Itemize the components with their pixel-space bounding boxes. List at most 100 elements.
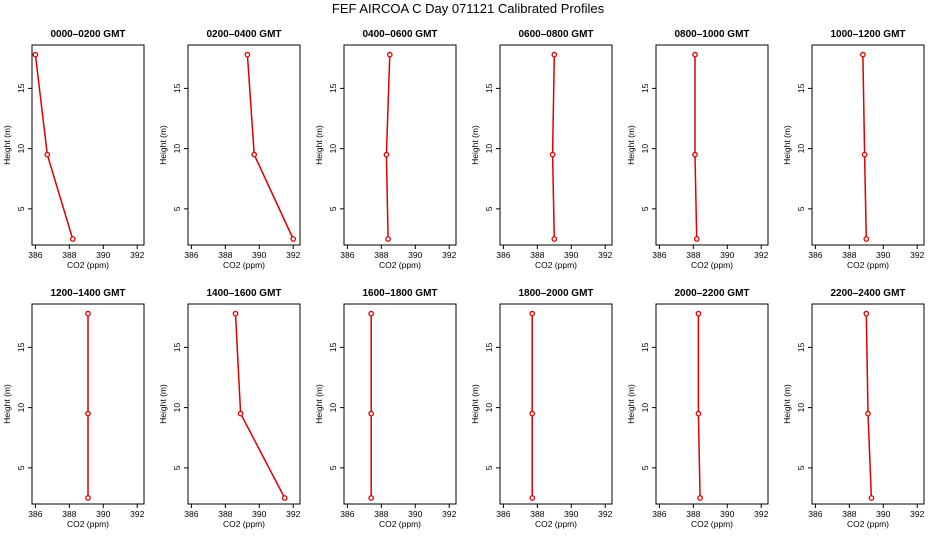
data-point: [695, 410, 702, 417]
x-tick-label: 386: [28, 250, 42, 260]
x-axis-label: CO2 (ppm): [67, 519, 109, 529]
data-point: [863, 310, 870, 317]
x-tick-label: 388: [842, 509, 856, 519]
profile-line: [694, 54, 698, 240]
y-tick-label: 15: [172, 83, 182, 93]
x-tick-label: 388: [374, 250, 388, 260]
plot-frame: [499, 303, 613, 505]
x-tick-label: 392: [442, 250, 456, 260]
x-axis-label: CO2 (ppm): [223, 519, 265, 529]
y-tick-label: 5: [172, 465, 182, 470]
data-point: [290, 236, 297, 242]
data-point: [551, 236, 558, 242]
y-axis-label: Height (m): [314, 125, 324, 165]
panel-title: 2000–2200 GMT: [674, 288, 749, 299]
y-tick-label: 10: [172, 144, 182, 154]
data-point: [368, 310, 375, 317]
y-tick-label: 10: [640, 403, 650, 413]
y-axis-label: Height (m): [626, 384, 636, 424]
x-axis-label: CO2 (ppm): [67, 260, 109, 270]
y-tick-label: 10: [796, 403, 806, 413]
y-tick-label: 5: [172, 206, 182, 211]
chart-panel: 1000–1200 GMT 386 388 390 392 CO2 (ppm) 5 10 15 H…: [782, 29, 925, 270]
x-tick-label: 388: [62, 250, 76, 260]
x-tick-label: 392: [598, 250, 612, 260]
x-tick-label: 386: [808, 250, 822, 260]
plot-frame: [655, 44, 769, 246]
panel-title: 2200–2400 GMT: [830, 288, 905, 299]
data-point: [383, 151, 390, 158]
chart-panel: 1200–1400 GMT 386 388 390 392 CO2 (ppm) 5 10 15 H…: [2, 288, 145, 529]
x-tick-label: 392: [130, 250, 144, 260]
chart-panel: 2000–2200 GMT 386 388 390 392 CO2 (ppm) 5 10 15 H…: [626, 288, 769, 529]
x-tick-label: 386: [496, 250, 510, 260]
profile-line: [551, 54, 556, 240]
x-tick-label: 390: [564, 509, 578, 519]
panel-title: 1800–2000 GMT: [518, 288, 593, 299]
y-tick-label: 10: [172, 403, 182, 413]
profile-line: [34, 54, 74, 240]
y-axis-label: Height (m): [470, 384, 480, 424]
y-tick-label: 10: [640, 144, 650, 154]
chart-panel: 0000–0200 GMT 386 388 390 392 CO2 (ppm) 5 10 15 H…: [2, 29, 145, 270]
x-axis-label: CO2 (ppm): [691, 519, 733, 529]
x-tick-label: 386: [496, 509, 510, 519]
chart-panel: 0200–0400 GMT 386 388 390 392 CO2 (ppm) 5 10 15 H…: [158, 29, 301, 270]
x-tick-label: 388: [686, 250, 700, 260]
data-point: [695, 310, 702, 317]
x-tick-label: 390: [564, 250, 578, 260]
chart-panel: 1800–2000 GMT 386 388 390 392 CO2 (ppm) 5 10 15 H…: [470, 288, 613, 529]
y-axis-label: Height (m): [626, 125, 636, 165]
data-point: [85, 410, 91, 417]
y-axis-label: Height (m): [2, 125, 12, 165]
data-point: [85, 310, 91, 317]
x-tick-label: 392: [910, 250, 924, 260]
x-tick-label: 388: [530, 509, 544, 519]
y-tick-label: 10: [16, 144, 26, 154]
y-tick-label: 5: [484, 206, 494, 211]
data-point: [232, 310, 239, 317]
y-axis-label: Height (m): [2, 384, 12, 424]
x-axis-label: CO2 (ppm): [379, 519, 421, 529]
data-point: [692, 151, 698, 158]
data-point: [697, 495, 703, 501]
profile-line: [862, 54, 868, 240]
data-point: [386, 51, 393, 58]
data-point: [693, 236, 700, 242]
data-point: [69, 236, 76, 242]
data-point: [860, 51, 866, 58]
x-axis-label: CO2 (ppm): [535, 519, 577, 529]
plot-frame: [811, 44, 925, 246]
y-tick-label: 5: [16, 206, 26, 211]
plot-frame: [343, 303, 457, 505]
y-tick-label: 10: [328, 144, 338, 154]
x-tick-label: 388: [374, 509, 388, 519]
y-axis-label: Height (m): [158, 125, 168, 165]
x-tick-label: 388: [62, 509, 76, 519]
data-point: [861, 151, 868, 158]
y-axis-label: Height (m): [158, 384, 168, 424]
y-tick-label: 10: [328, 403, 338, 413]
x-tick-label: 388: [842, 250, 856, 260]
x-axis-label: CO2 (ppm): [223, 260, 265, 270]
x-tick-label: 386: [652, 509, 666, 519]
chart-panel: 0600–0800 GMT 386 388 390 392 CO2 (ppm) 5 10 15 H…: [470, 29, 613, 270]
data-point: [529, 410, 536, 417]
x-tick-label: 390: [96, 509, 110, 519]
profile-line: [246, 54, 294, 240]
data-point: [244, 51, 251, 58]
x-tick-label: 388: [218, 509, 232, 519]
y-tick-label: 15: [796, 342, 806, 352]
y-tick-label: 5: [796, 206, 806, 211]
x-tick-label: 386: [184, 250, 198, 260]
profile-line: [697, 313, 701, 499]
panel-title: 1400–1600 GMT: [206, 288, 281, 299]
x-tick-label: 392: [598, 509, 612, 519]
panel-title: 1600–1800 GMT: [362, 288, 437, 299]
x-axis-label: CO2 (ppm): [379, 260, 421, 270]
data-point: [551, 51, 558, 58]
data-point: [251, 151, 258, 158]
chart-panel: 0800–1000 GMT 386 388 390 392 CO2 (ppm) 5 10 15 H…: [626, 29, 769, 270]
plot-frame: [31, 303, 145, 505]
